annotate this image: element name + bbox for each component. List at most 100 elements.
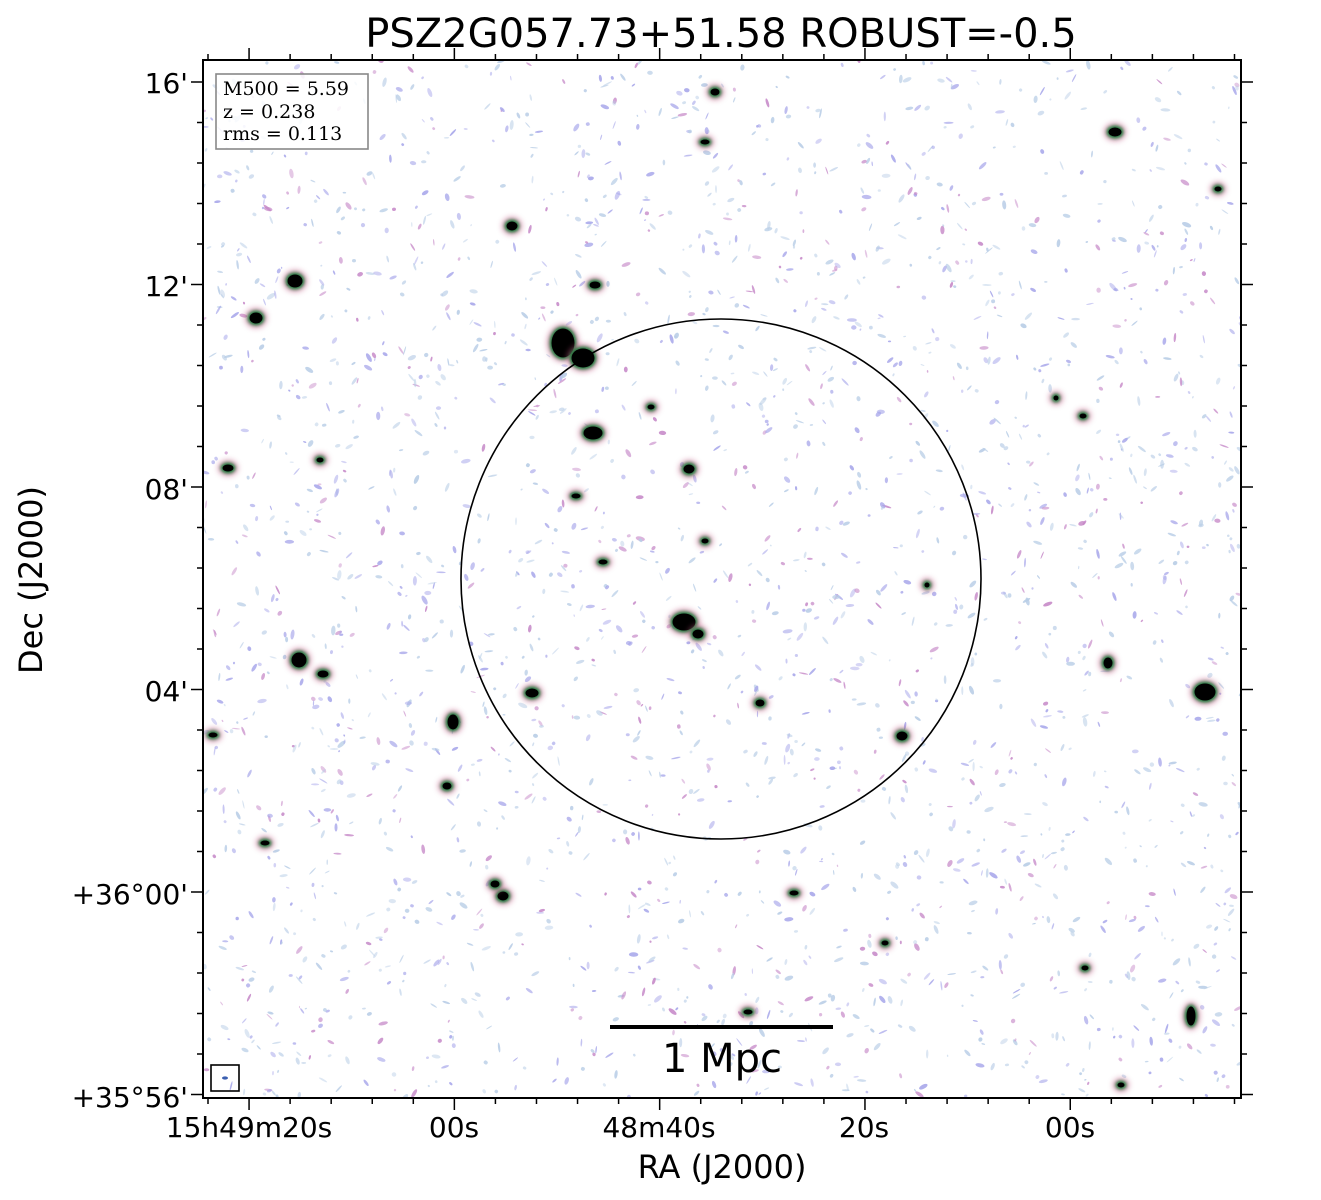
noise-speckle <box>1225 511 1230 521</box>
noise-speckle <box>1033 858 1037 866</box>
noise-speckle <box>537 637 541 641</box>
noise-speckle <box>1118 551 1127 557</box>
noise-speckle <box>529 643 534 652</box>
noise-speckle <box>614 190 621 200</box>
noise-speckle <box>635 292 641 297</box>
noise-speckle <box>914 173 917 181</box>
noise-speckle <box>392 809 396 813</box>
noise-speckle <box>995 110 1005 114</box>
noise-speckle <box>514 790 519 794</box>
noise-speckle <box>497 1042 501 1053</box>
noise-speckle <box>711 1043 715 1048</box>
noise-speckle <box>1042 651 1048 659</box>
noise-speckle <box>216 699 224 704</box>
noise-speckle <box>252 472 256 479</box>
noise-speckle <box>924 105 930 111</box>
noise-speckle <box>809 424 814 426</box>
noise-speckle <box>677 527 681 530</box>
noise-speckle <box>913 850 919 856</box>
noise-speckle <box>1003 446 1009 451</box>
noise-speckle <box>1008 487 1012 490</box>
noise-speckle <box>560 372 568 379</box>
noise-speckle <box>410 730 416 736</box>
noise-speckle <box>722 217 733 221</box>
noise-speckle <box>251 663 257 672</box>
noise-speckle <box>401 745 411 750</box>
noise-speckle <box>403 971 407 976</box>
noise-speckle <box>712 324 720 328</box>
noise-speckle <box>574 151 579 156</box>
noise-speckle <box>372 70 377 74</box>
noise-speckle <box>764 1087 770 1091</box>
noise-speckle <box>928 351 932 354</box>
noise-speckle <box>977 241 984 246</box>
noise-speckle <box>655 560 659 564</box>
noise-speckle <box>220 289 226 298</box>
noise-speckle <box>1023 813 1032 815</box>
noise-speckle <box>543 198 545 201</box>
noise-speckle <box>272 897 276 903</box>
noise-speckle <box>586 961 590 970</box>
noise-speckle <box>257 662 262 667</box>
noise-speckle <box>1042 701 1049 706</box>
noise-speckle <box>1040 833 1043 836</box>
noise-speckle <box>1044 280 1048 283</box>
noise-speckle <box>321 768 326 774</box>
noise-speckle <box>452 1035 454 1041</box>
noise-speckle <box>1119 512 1122 521</box>
noise-speckle <box>648 956 656 962</box>
noise-speckle <box>1225 652 1229 656</box>
noise-speckle <box>1096 375 1105 381</box>
noise-speckle <box>1131 168 1136 172</box>
noise-speckle <box>815 526 819 532</box>
noise-speckle <box>494 320 496 329</box>
noise-speckle <box>1062 1036 1065 1042</box>
noise-speckle <box>877 317 881 320</box>
noise-speckle <box>231 727 241 730</box>
noise-speckle <box>1211 514 1217 522</box>
noise-speckle <box>262 1092 267 1096</box>
noise-speckle <box>637 831 640 841</box>
noise-speckle <box>1165 454 1174 458</box>
noise-speckle <box>413 262 417 271</box>
noise-speckle <box>563 563 568 568</box>
noise-speckle <box>602 1083 606 1087</box>
noise-speckle <box>204 148 208 152</box>
noise-speckle <box>483 706 488 716</box>
noise-speckle <box>1024 312 1033 320</box>
noise-speckle <box>575 253 582 258</box>
noise-speckle <box>933 921 940 925</box>
noise-speckle <box>1185 715 1190 719</box>
noise-speckle <box>1029 461 1034 467</box>
noise-speckle <box>459 849 466 853</box>
noise-speckle <box>449 1035 453 1039</box>
noise-speckle <box>964 228 968 231</box>
source-core <box>692 629 704 639</box>
noise-speckle <box>425 669 434 672</box>
noise-speckle <box>851 252 856 261</box>
noise-speckle <box>560 590 570 593</box>
noise-speckle <box>671 116 679 119</box>
noise-speckle <box>659 771 661 778</box>
noise-speckle <box>601 386 605 392</box>
noise-speckle <box>476 821 482 827</box>
noise-speckle <box>1228 834 1232 839</box>
noise-speckle <box>632 735 640 743</box>
noise-speckle <box>338 750 341 753</box>
noise-speckle <box>683 1021 687 1024</box>
noise-speckle <box>515 932 523 937</box>
noise-speckle <box>1220 646 1225 649</box>
noise-speckle <box>706 757 714 761</box>
dec-tick-label: 16' <box>145 67 188 100</box>
noise-speckle <box>921 591 930 595</box>
noise-speckle <box>793 773 798 778</box>
noise-speckle <box>571 522 577 530</box>
noise-speckle <box>460 894 465 898</box>
noise-speckle <box>867 514 871 517</box>
noise-speckle <box>354 574 363 579</box>
noise-speckle <box>330 809 334 814</box>
noise-speckle <box>370 762 380 766</box>
noise-speckle <box>317 818 321 823</box>
noise-speckle <box>628 952 639 957</box>
noise-speckle <box>634 338 640 344</box>
